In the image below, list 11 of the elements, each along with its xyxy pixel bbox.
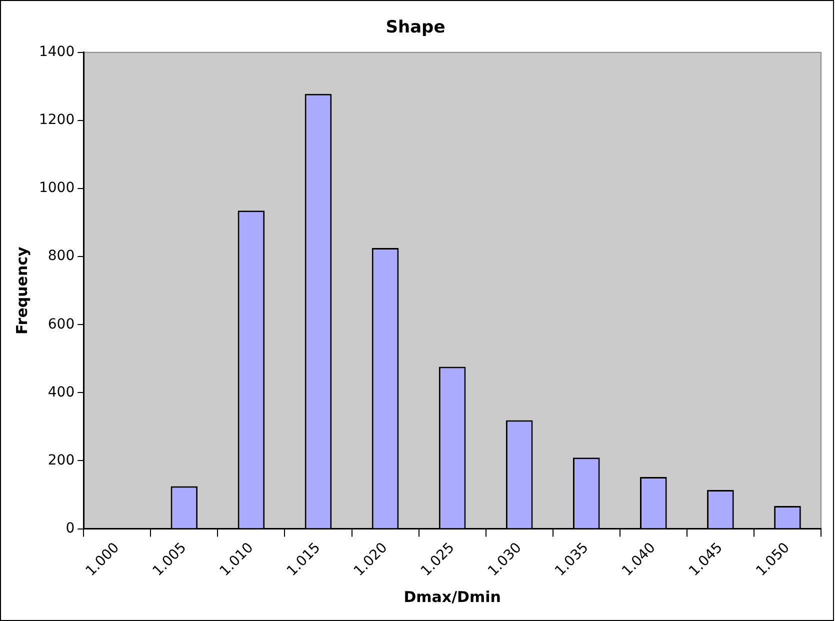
y-tick-label: 400 (48, 384, 75, 400)
chart-title: Shape (386, 18, 446, 38)
y-tick-label: 1200 (38, 112, 75, 128)
y-tick-label: 800 (48, 248, 75, 264)
y-tick-label: 0 (66, 520, 75, 536)
x-axis-title: Dmax/Dmin (404, 588, 501, 606)
y-tick-label: 600 (48, 316, 75, 332)
y-axis-title: Frequency (12, 246, 31, 334)
y-tick-label: 1000 (38, 180, 75, 196)
y-tick-label: 1400 (38, 44, 75, 60)
y-tick-label: 200 (48, 452, 75, 468)
